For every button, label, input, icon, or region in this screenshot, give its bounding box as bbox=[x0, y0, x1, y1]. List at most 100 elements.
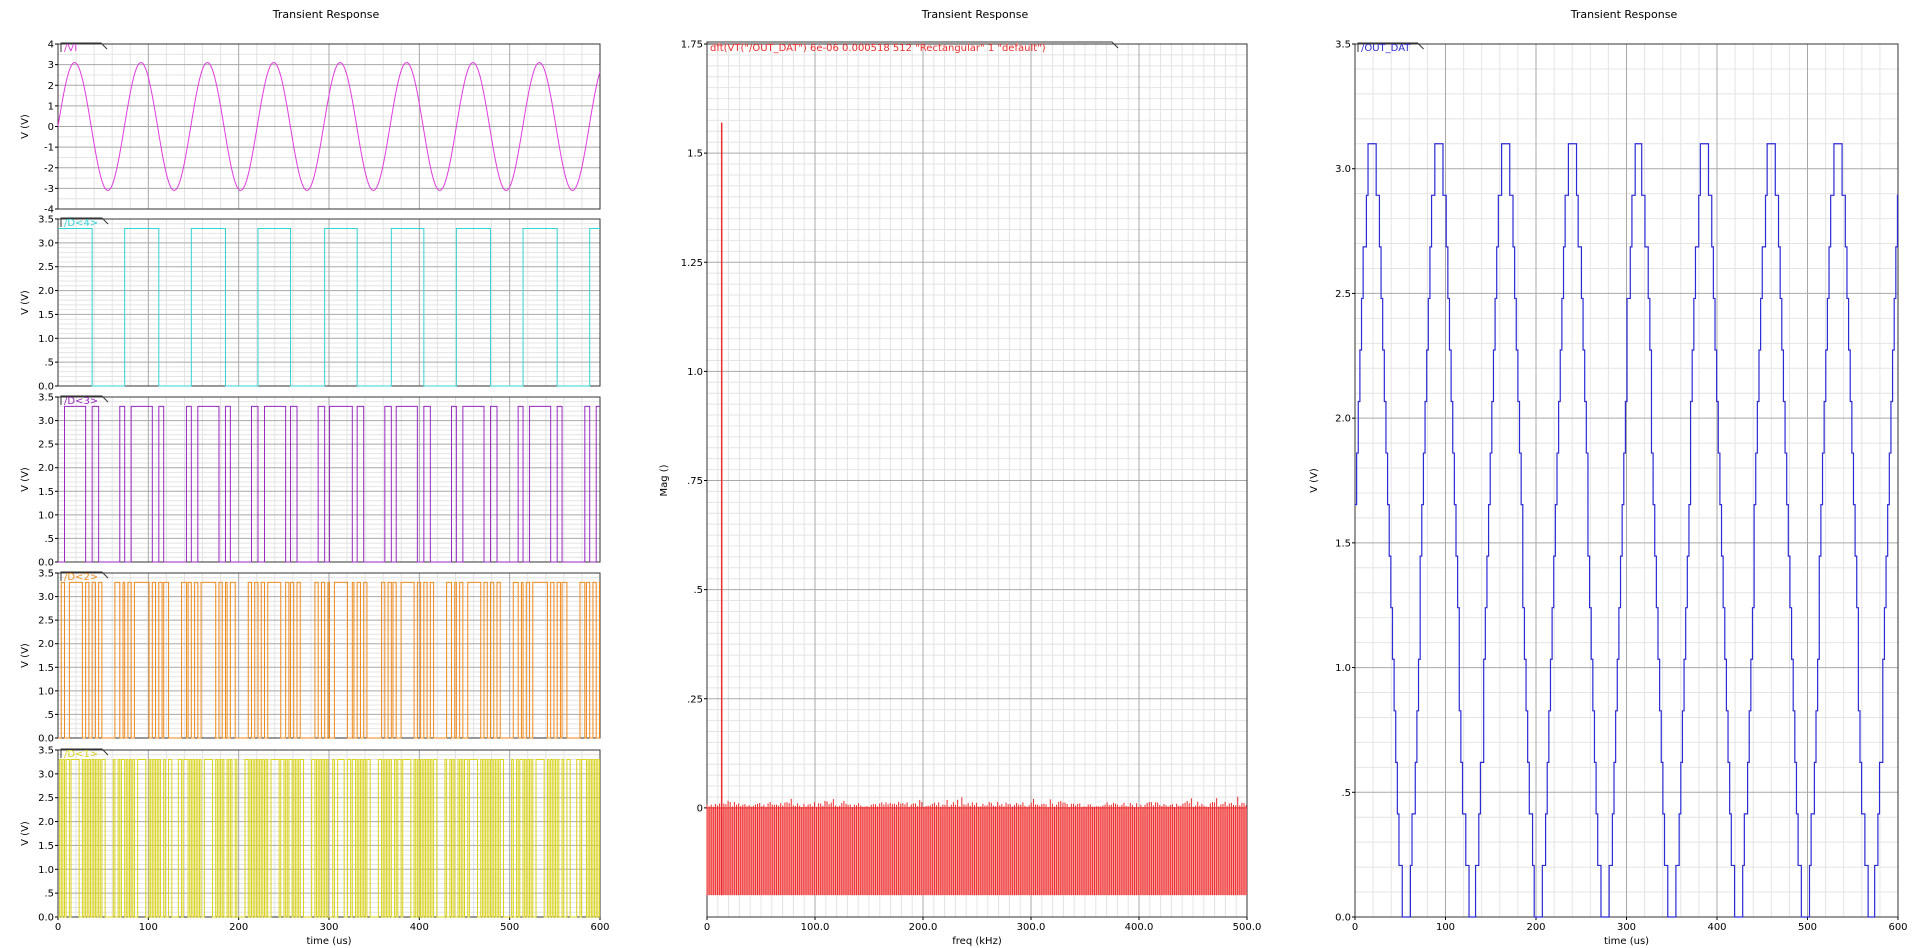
left-subplot-5-y-tick-label: 2.5 bbox=[38, 793, 54, 804]
left-subplot-4-series-line bbox=[58, 581, 600, 739]
dft-x-tick-label: 0 bbox=[704, 922, 710, 933]
left-subplot-3-y-tick-label: 3.5 bbox=[38, 393, 54, 404]
left-x-axis-label: time (us) bbox=[306, 936, 351, 947]
left-subplot-4-y-tick-label: 3.5 bbox=[38, 569, 54, 580]
left-subplot-2-y-tick-label: .5 bbox=[44, 358, 54, 369]
dac-y-tick-label: 0.0 bbox=[1335, 913, 1351, 924]
left-subplot-4-y-tick-label: .5 bbox=[44, 710, 54, 721]
dft-legend-tab bbox=[706, 41, 1119, 53]
dac-x-tick-label: 500 bbox=[1798, 922, 1817, 933]
left-subplot-1-y-tick-label: 0 bbox=[48, 122, 54, 133]
dft-noise-floor-bars bbox=[706, 796, 1247, 896]
left-subplot-2-y-axis-label: V (V) bbox=[20, 290, 31, 315]
left-subplot-5-x-tick-label: 400 bbox=[410, 922, 429, 933]
dac-y-axis-label: V (V) bbox=[1309, 468, 1320, 493]
dft-x-tick-label: 500.0 bbox=[1233, 922, 1262, 933]
left-subplot-3-y-axis-label: V (V) bbox=[20, 467, 31, 492]
left-subplot-2-y-tick-label: 3.0 bbox=[38, 238, 54, 249]
left-subplot-1-y-tick-label: 3 bbox=[48, 60, 54, 71]
left-chart: -4 -3 -2 -1 0 1 2 3 4 V (V) /VI 0.0 .5 1.0 1.5 2.0 2.5 3.… bbox=[20, 40, 610, 948]
left-subplot-1-y-tick-label: -1 bbox=[44, 143, 54, 154]
left-subplot-4-y-tick-label: 2.0 bbox=[38, 639, 54, 650]
left-subplot-2-y-tick-label: 0.0 bbox=[38, 382, 54, 393]
left-subplot-2-y-tick-label: 2.5 bbox=[38, 262, 54, 273]
dac-x-tick-label: 100 bbox=[1436, 922, 1455, 933]
left-subplot-5-x-tick-label: 300 bbox=[319, 922, 338, 933]
left-subplot-1-legend-tab bbox=[60, 42, 108, 52]
left-subplot-4-y-tick-label: 0.0 bbox=[38, 734, 54, 745]
left-subplot-2-y-tick-label: 2.0 bbox=[38, 286, 54, 297]
dac-y-tick-label: 3.0 bbox=[1335, 164, 1351, 175]
left-subplot-4-legend-tab bbox=[60, 571, 109, 581]
left-subplot-5-y-tick-label: .5 bbox=[44, 889, 54, 900]
dft-y-tick-label: .75 bbox=[687, 476, 703, 487]
dac-y-tick-label: 1.5 bbox=[1335, 538, 1351, 549]
left-subplot-1-y-tick-label: 1 bbox=[48, 101, 54, 112]
left-subplot-5-x-tick-label: 500 bbox=[500, 922, 519, 933]
left-subplot-5-y-tick-label: 3.0 bbox=[38, 769, 54, 780]
dft-legend-label: dft(VT("/OUT_DAT") 6e-06 0.000518 512 "R… bbox=[710, 43, 1046, 54]
dft-y-tick-label: .5 bbox=[693, 585, 703, 596]
middle-chart-title: Transient Response bbox=[921, 8, 1029, 21]
left-subplot-2-series-line bbox=[58, 228, 600, 387]
dft-x-axis-label: freq (kHz) bbox=[952, 936, 1002, 947]
dft-x-tick-label: 100.0 bbox=[801, 922, 830, 933]
left-subplot-2-y-tick-label: 3.5 bbox=[38, 215, 54, 226]
left-subplot-5-x-tick-label: 200 bbox=[229, 922, 248, 933]
dac-x-tick-label: 200 bbox=[1526, 922, 1545, 933]
left-subplot-4-y-tick-label: 1.5 bbox=[38, 663, 54, 674]
dft-y-tick-label: 1.25 bbox=[681, 258, 703, 269]
left-subplot-5-x-tick-label: 100 bbox=[139, 922, 158, 933]
left-subplot-1-y-tick-label: 2 bbox=[48, 81, 54, 92]
dft-x-tick-label: 300.0 bbox=[1017, 922, 1046, 933]
dft-x-tick-label: 400.0 bbox=[1125, 922, 1154, 933]
left-subplot-2-y-tick-label: 1.0 bbox=[38, 334, 54, 345]
left-chart-title: Transient Response bbox=[272, 8, 380, 21]
left-subplot-4-y-tick-label: 1.0 bbox=[38, 686, 54, 697]
dac-legend-tab bbox=[1357, 42, 1424, 52]
dac-y-tick-label: .5 bbox=[1341, 788, 1351, 799]
left-subplot-3-legend-label: /D<3> bbox=[64, 396, 98, 407]
left-subplot-5-y-tick-label: 3.5 bbox=[38, 746, 54, 757]
left-subplot-5-y-tick-label: 2.0 bbox=[38, 817, 54, 828]
left-subplot-2-legend-tab bbox=[60, 217, 109, 227]
dft-y-axis-label: Mag () bbox=[659, 464, 670, 496]
left-subplot-3-y-tick-label: 1.0 bbox=[38, 510, 54, 521]
right-chart: 0.0 .5 1.0 1.5 2.0 2.5 3.0 3.5 0 100 200 300 400 500 6… bbox=[1309, 40, 1908, 948]
left-subplot-3-y-tick-label: 2.0 bbox=[38, 463, 54, 474]
dft-x-tick-label: 200.0 bbox=[909, 922, 938, 933]
dft-y-tick-label: 0 bbox=[697, 803, 703, 814]
dac-y-tick-label: 3.5 bbox=[1335, 40, 1351, 51]
left-subplot-5-x-tick-label: 0 bbox=[55, 922, 61, 933]
dac-legend-label: /OUT_DAT bbox=[1361, 43, 1411, 54]
left-subplot-5-y-tick-label: 1.0 bbox=[38, 865, 54, 876]
dft-y-tick-label: .25 bbox=[687, 694, 703, 705]
dac-x-axis-label: time (us) bbox=[1604, 936, 1649, 947]
dac-y-tick-label: 1.0 bbox=[1335, 663, 1351, 674]
left-subplot-5-legend-tab bbox=[60, 748, 109, 758]
dft-y-tick-label: 1.0 bbox=[687, 367, 703, 378]
dac-y-tick-label: 2.5 bbox=[1335, 289, 1351, 300]
left-subplot-5-y-axis-label: V (V) bbox=[20, 821, 31, 846]
left-subplot-1-legend-label: /VI bbox=[64, 43, 77, 54]
dac-output-line bbox=[1355, 143, 1899, 918]
left-subplot-3-legend-tab bbox=[60, 395, 109, 405]
left-subplot-4-frame bbox=[57, 572, 601, 739]
left-subplot-2-y-tick-label: 1.5 bbox=[38, 310, 54, 321]
left-subplot-4-legend-label: /D<2> bbox=[64, 572, 98, 583]
left-subplot-4-y-tick-label: 3.0 bbox=[38, 592, 54, 603]
dac-x-tick-label: 600 bbox=[1888, 922, 1907, 933]
left-subplot-3-y-tick-label: 0.0 bbox=[38, 558, 54, 569]
left-subplot-1-y-tick-label: 4 bbox=[48, 40, 54, 51]
left-subplot-5-x-tick-label: 600 bbox=[590, 922, 609, 933]
right-chart-title: Transient Response bbox=[1570, 8, 1678, 21]
left-subplot-1-y-tick-label: -4 bbox=[44, 205, 54, 216]
middle-chart: 0 .25 .5 .75 1.0 1.25 1.5 1.75 0 100.0 200.0 300.0 4… bbox=[659, 40, 1261, 948]
left-subplot-2-frame bbox=[57, 218, 601, 387]
left-subplot-2-legend-label: /D<4> bbox=[64, 218, 98, 229]
left-subplot-3-y-tick-label: 1.5 bbox=[38, 487, 54, 498]
dac-y-tick-label: 2.0 bbox=[1335, 414, 1351, 425]
left-subplot-1-y-axis-label: V (V) bbox=[20, 114, 31, 139]
dac-x-tick-label: 300 bbox=[1617, 922, 1636, 933]
